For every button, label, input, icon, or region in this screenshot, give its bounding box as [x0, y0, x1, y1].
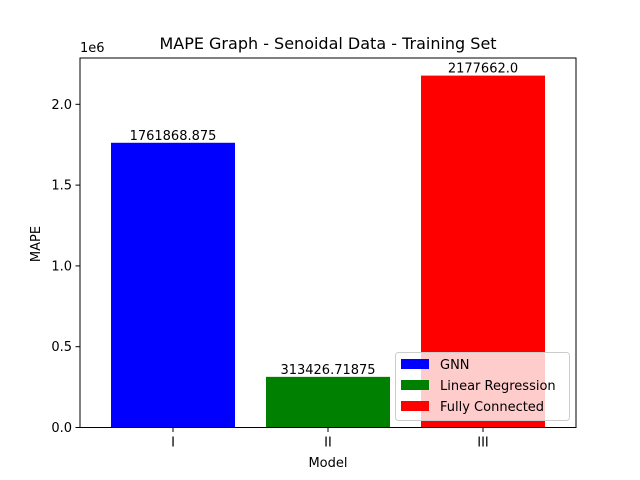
value-labels-layer: 1761868.875 313426.71875 2177662.0: [130, 62, 519, 378]
y-axis-label: MAPE: [29, 226, 44, 262]
legend: GNN Linear Regression Fully Connected: [395, 352, 570, 421]
x-tick-label: I: [171, 436, 175, 451]
y-tick-label: 0.5: [51, 340, 72, 355]
x-tick-label: III: [477, 436, 489, 451]
y-tick-label: 1.0: [51, 259, 72, 274]
legend-box: [395, 352, 570, 421]
chart-title: MAPE Graph - Senoidal Data - Training Se…: [159, 34, 496, 53]
legend-swatch-0: [401, 359, 429, 369]
bar-i: [111, 142, 235, 428]
y-tick-label: 2.0: [51, 98, 72, 113]
y-tick-label: 0.0: [51, 421, 72, 436]
legend-swatch-2: [401, 401, 429, 411]
y-axis-offset-label: 1e6: [80, 41, 105, 56]
bar-value-label: 313426.71875: [280, 363, 375, 378]
bar-value-label: 1761868.875: [130, 129, 217, 144]
x-tick-label: II: [324, 436, 332, 451]
legend-label: Linear Regression: [440, 379, 556, 394]
x-axis-label: Model: [308, 456, 347, 471]
x-axis: I II III: [171, 427, 489, 451]
legend-swatch-1: [401, 380, 429, 390]
y-axis: 0.0 0.5 1.0 1.5 2.0: [51, 98, 80, 436]
legend-entries: GNN Linear Regression Fully Connected: [401, 358, 556, 415]
bar-ii: [266, 376, 390, 428]
bar-value-label: 2177662.0: [448, 62, 518, 77]
legend-label: Fully Connected: [440, 400, 544, 415]
legend-label: GNN: [440, 358, 470, 373]
y-tick-label: 1.5: [51, 179, 72, 194]
